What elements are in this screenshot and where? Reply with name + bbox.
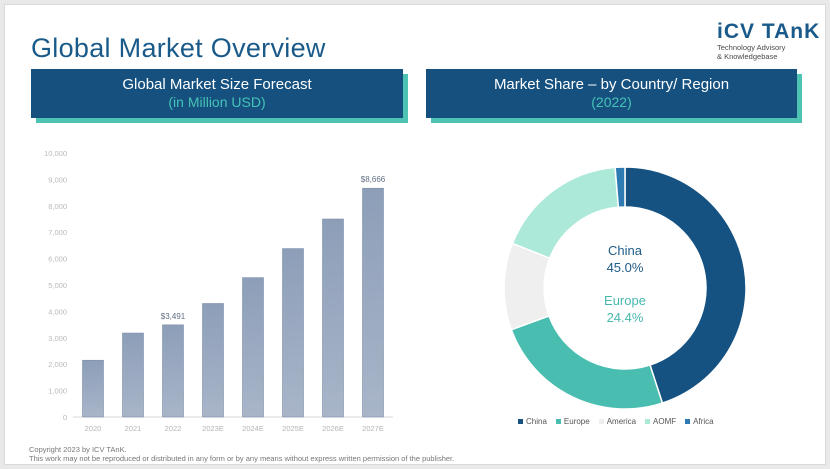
legend-label: China bbox=[526, 417, 547, 426]
legend-item-africa: Africa bbox=[685, 417, 714, 426]
bar-2027E bbox=[362, 187, 384, 418]
x-tick-label: 2027E bbox=[362, 424, 384, 433]
legend-label: America bbox=[606, 417, 637, 426]
bar-2025E bbox=[282, 248, 304, 418]
market-share-year: (2022) bbox=[591, 94, 632, 110]
legend-swatch bbox=[555, 419, 561, 424]
x-tick-label: 2022 bbox=[165, 424, 182, 433]
x-tick-label: 2026E bbox=[322, 424, 344, 433]
legend-swatch bbox=[518, 419, 523, 424]
bar-2021 bbox=[122, 332, 144, 418]
copyright-footer: Copyright 2023 by ICV TAnK. This work ma… bbox=[29, 445, 454, 463]
bar-data-label: $8,666 bbox=[361, 175, 386, 184]
slice-europe bbox=[510, 314, 664, 410]
x-tick-label: 2023E bbox=[202, 424, 224, 433]
legend-label: AOMF bbox=[653, 417, 677, 426]
market-size-header: Global Market Size Forecast (in Million … bbox=[31, 69, 403, 118]
x-tick-label: 2024E bbox=[242, 424, 264, 433]
y-tick-label: 5,000 bbox=[48, 281, 67, 290]
legend-label: Africa bbox=[693, 417, 714, 426]
legend-item-china: China bbox=[518, 417, 547, 426]
y-tick-label: 6,000 bbox=[48, 255, 67, 264]
disclaimer-line: This work may not be reproduced or distr… bbox=[29, 454, 455, 463]
y-tick-label: 8,000 bbox=[48, 202, 67, 211]
center-label-name: China bbox=[608, 243, 643, 258]
donut-legend: China Europe America AOMF Africa bbox=[518, 417, 714, 426]
center-label-value: 45.0% bbox=[607, 260, 644, 275]
legend-item-america: America bbox=[598, 417, 637, 426]
bar-data-label: $3,491 bbox=[161, 312, 186, 321]
market-share-donut-chart: China 45.0% Europe 24.4% bbox=[503, 166, 747, 410]
logo-tagline-1: Technology Advisory bbox=[717, 43, 786, 52]
legend-item-aomf: AOMF bbox=[645, 417, 676, 426]
bar-2024E bbox=[242, 277, 264, 418]
y-tick-label: 3,000 bbox=[48, 334, 67, 343]
logo-wordmark: iCV TAnK bbox=[717, 20, 821, 43]
legend-swatch bbox=[645, 419, 651, 424]
copyright-line: Copyright 2023 by ICV TAnK. bbox=[29, 445, 127, 454]
y-tick-label: 1,000 bbox=[48, 387, 67, 396]
logo: iCV TAnK Technology Advisory & Knowledge… bbox=[717, 20, 821, 62]
legend-label: Europe bbox=[563, 417, 590, 426]
y-tick-label: 0 bbox=[63, 413, 67, 422]
legend-item-europe: Europe bbox=[555, 417, 590, 426]
page-title: Global Market Overview bbox=[31, 33, 326, 63]
slice-africa bbox=[614, 166, 626, 209]
market-share-title: Market Share – by Country/ Region bbox=[493, 76, 730, 93]
bar-2023E bbox=[202, 303, 224, 418]
y-tick-label: 2,000 bbox=[48, 360, 67, 369]
logo-tagline-2: & Knowledgebase bbox=[717, 52, 778, 61]
x-tick-label: 2021 bbox=[125, 424, 142, 433]
bar-2020 bbox=[82, 359, 104, 418]
legend-swatch bbox=[685, 419, 691, 424]
y-tick-label: 9,000 bbox=[48, 175, 67, 184]
y-tick-label: 4,000 bbox=[48, 307, 67, 316]
center-label-name: Europe bbox=[604, 293, 646, 308]
slice-china bbox=[624, 166, 747, 405]
market-size-bar-chart: 0 1,000 2,000 3,000 4,000 5,000 6,000 7,000 8,00… bbox=[44, 149, 393, 433]
y-tick-label: 10,000 bbox=[44, 149, 67, 158]
bar-2026E bbox=[322, 218, 344, 418]
market-size-unit: (in Million USD) bbox=[168, 94, 266, 110]
market-share-header: Market Share – by Country/ Region (2022) bbox=[426, 69, 797, 118]
x-tick-label: 2025E bbox=[282, 424, 304, 433]
center-label-value: 24.4% bbox=[607, 310, 644, 325]
y-tick-label: 7,000 bbox=[48, 228, 67, 237]
slide: Global Market Overview iCV TAnK Technolo… bbox=[4, 4, 826, 465]
slice-aomf bbox=[511, 166, 620, 260]
market-size-title: Global Market Size Forecast bbox=[122, 76, 312, 93]
legend-swatch bbox=[598, 419, 604, 424]
slice-america bbox=[503, 242, 551, 331]
bar-2022 bbox=[162, 324, 184, 418]
x-tick-label: 2020 bbox=[85, 424, 102, 433]
